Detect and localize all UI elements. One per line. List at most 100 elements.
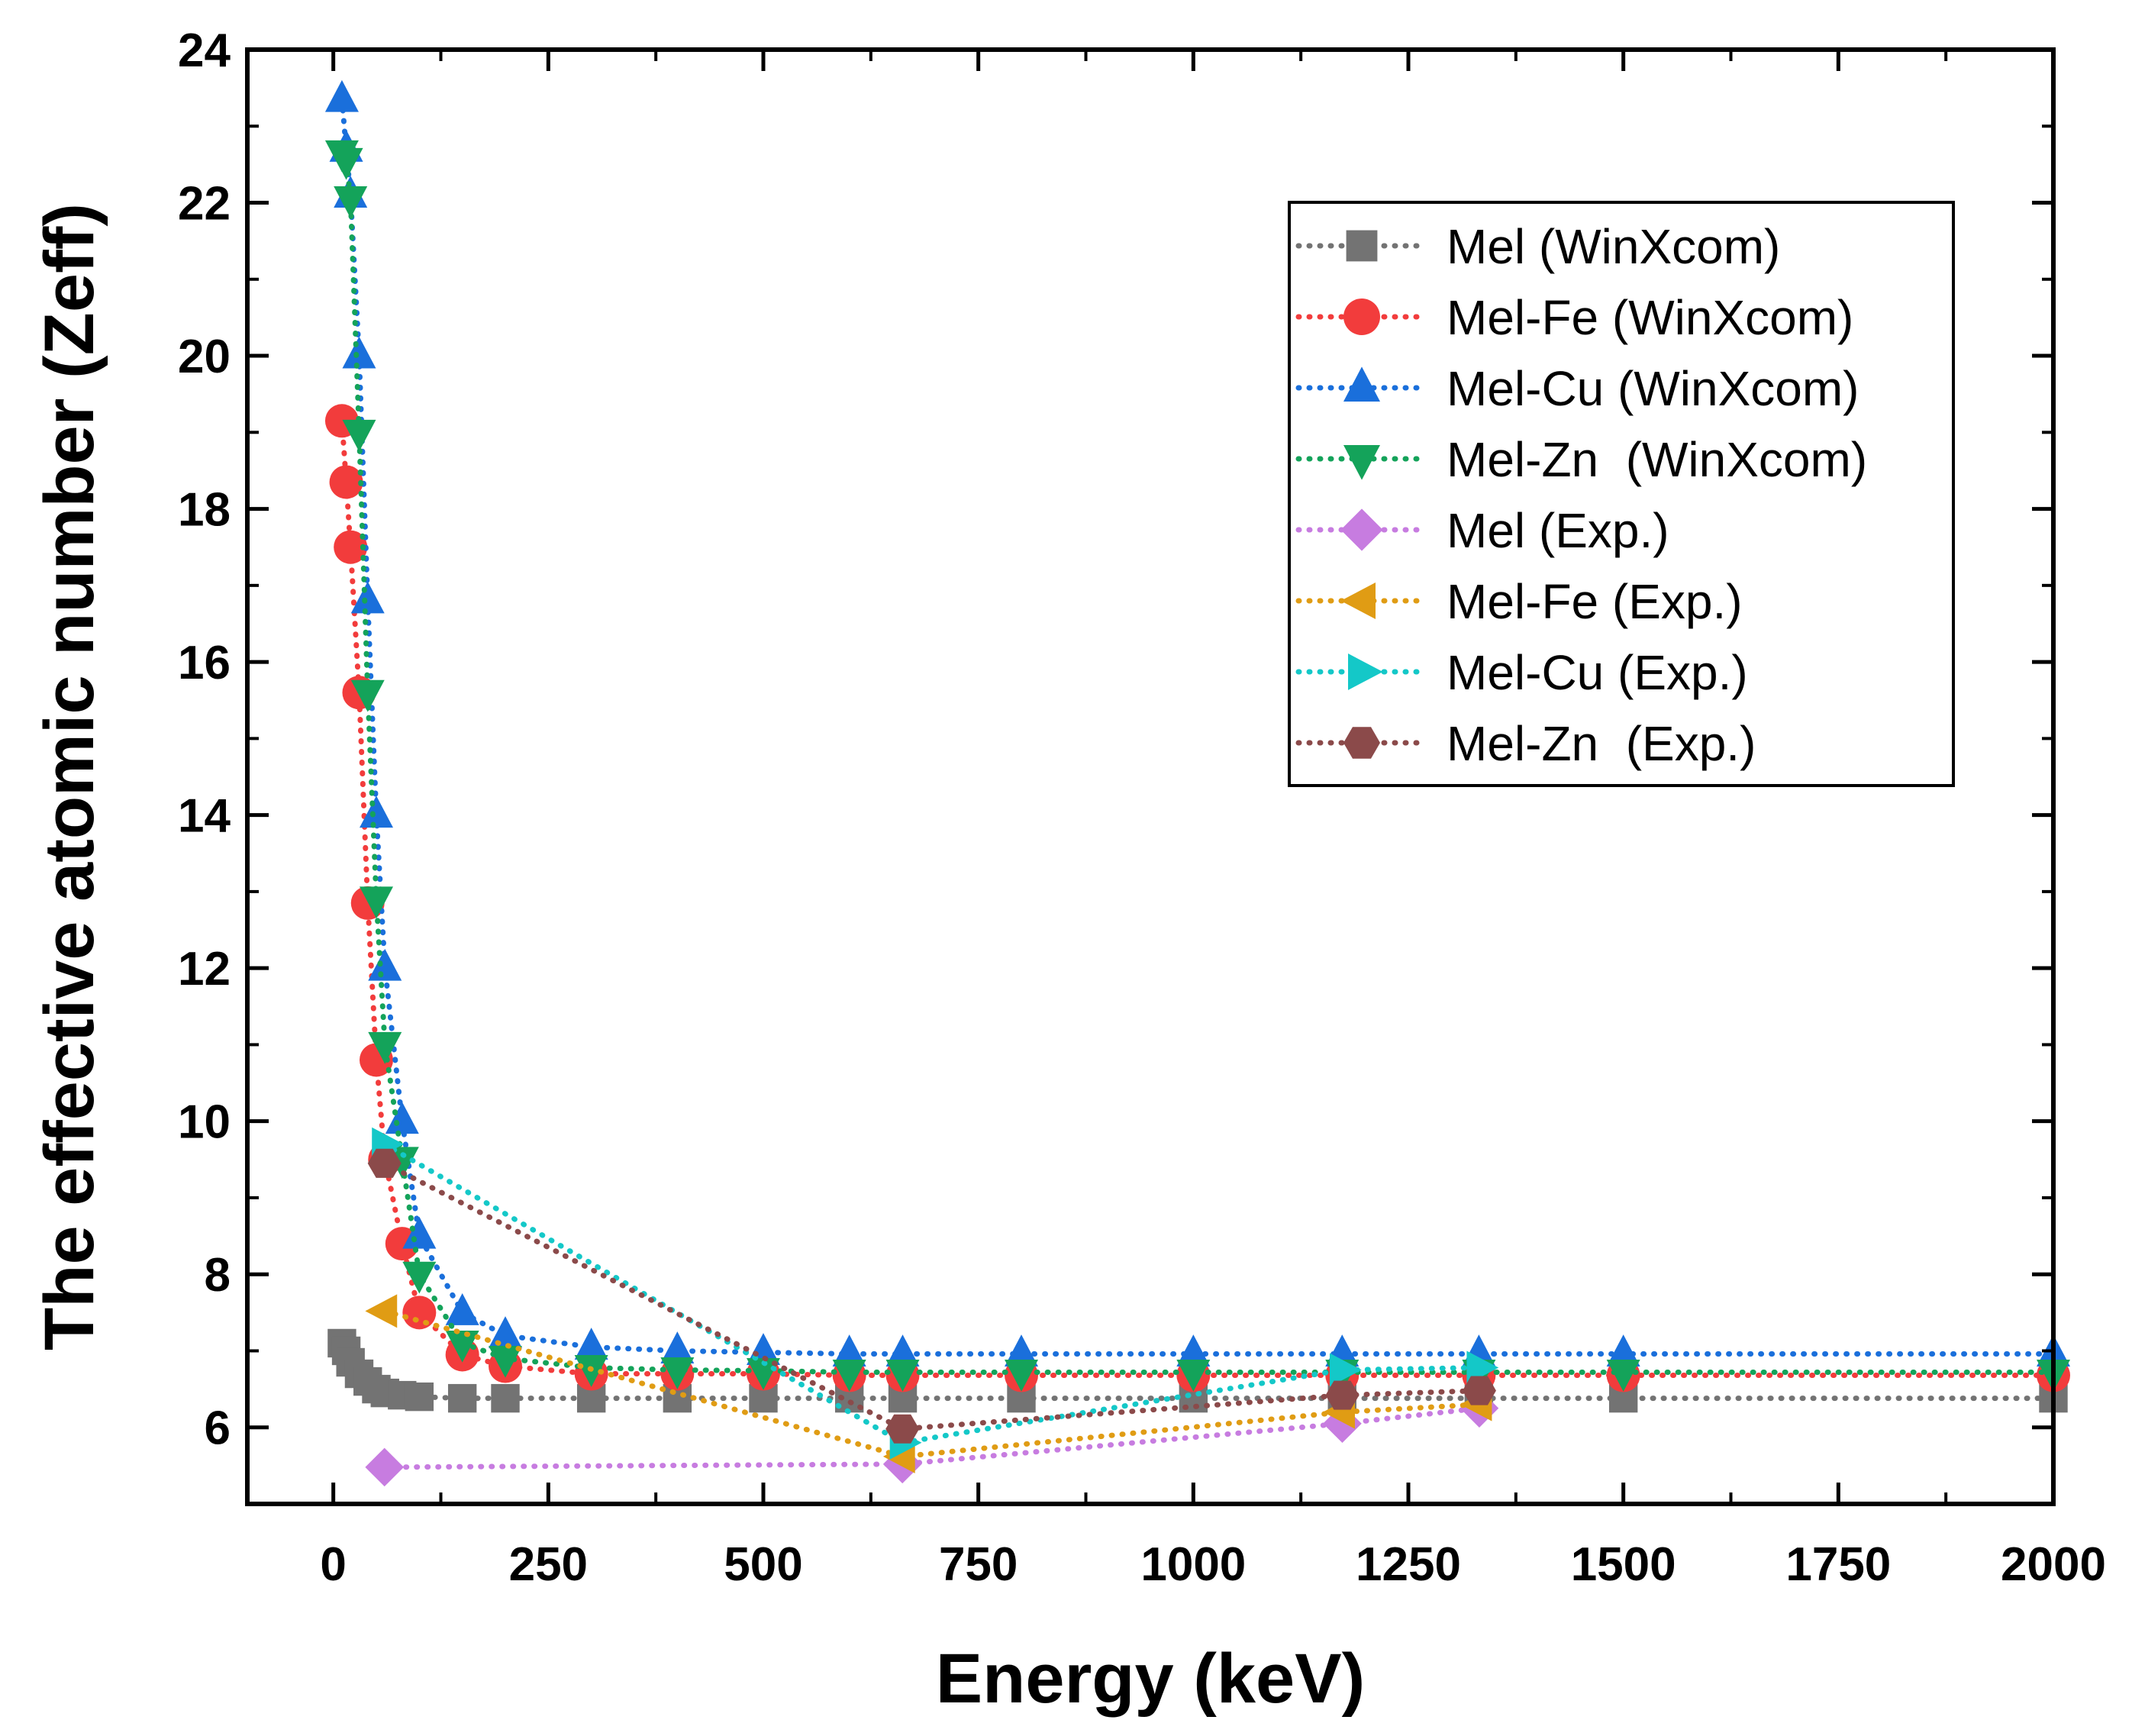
data-point xyxy=(367,1148,402,1178)
legend-marker xyxy=(1343,727,1380,759)
data-point xyxy=(402,1261,437,1294)
data-point xyxy=(447,1383,477,1413)
data-point xyxy=(1325,1380,1360,1410)
data-point xyxy=(445,1293,479,1325)
legend-marker xyxy=(1340,508,1383,551)
legend-label: Mel-Fe (Exp.) xyxy=(1447,574,1743,629)
data-point xyxy=(1005,1360,1038,1392)
x-tick-label: 1500 xyxy=(1571,1538,1676,1591)
y-tick-label: 20 xyxy=(178,331,231,383)
data-point xyxy=(342,336,376,369)
data-point xyxy=(334,530,368,564)
data-point xyxy=(1606,1360,1640,1392)
data-point xyxy=(445,1330,479,1363)
legend-marker xyxy=(1343,445,1380,480)
data-point xyxy=(360,795,393,828)
data-point xyxy=(360,886,393,919)
series-7 xyxy=(367,1148,1496,1444)
data-point xyxy=(747,1358,780,1390)
axis-ticks: 0 250 500 750 1000 1250 1500 1750 2000 6 8 10 12 14 16… xyxy=(178,24,2106,1591)
data-point xyxy=(1606,1334,1640,1367)
data-point xyxy=(489,1346,522,1378)
y-tick-label: 16 xyxy=(178,637,231,689)
data-point xyxy=(324,79,359,112)
data-point xyxy=(885,1360,920,1392)
data-point xyxy=(1176,1334,1211,1367)
data-point xyxy=(832,1334,866,1367)
x-tick-label: 1000 xyxy=(1140,1538,1246,1591)
y-tick-label: 24 xyxy=(178,24,231,77)
data-point xyxy=(405,1382,434,1412)
legend-label: Mel (WinXcom) xyxy=(1447,219,1780,274)
data-point xyxy=(660,1331,695,1363)
legend-label: Mel-Cu (WinXcom) xyxy=(1447,361,1859,416)
legend-item: Mel-Zn (WinXcom) xyxy=(1295,432,1867,487)
y-axis-title: The effective atomic number (Zeff) xyxy=(31,203,108,1350)
x-tick-label: 0 xyxy=(320,1538,346,1591)
data-point xyxy=(1462,1376,1496,1405)
series-line xyxy=(382,1308,1482,1460)
data-point xyxy=(660,1357,695,1389)
legend: Mel (WinXcom) Mel-Fe (WinXcom) Mel-Cu (Win… xyxy=(1288,201,1955,787)
data-point xyxy=(885,1334,920,1367)
data-point xyxy=(334,186,368,218)
data-point xyxy=(368,1031,402,1064)
legend-item: Mel-Cu (WinXcom) xyxy=(1295,361,1859,416)
legend-item: Mel (Exp.) xyxy=(1295,503,1669,558)
data-point xyxy=(1176,1360,1211,1392)
legend-marker xyxy=(1343,366,1380,402)
series-line xyxy=(382,1160,1482,1432)
legend-marker xyxy=(1348,653,1383,690)
data-point xyxy=(832,1360,866,1392)
data-point xyxy=(489,1316,522,1348)
data-point xyxy=(342,419,376,452)
legend-item: Mel-Fe (Exp.) xyxy=(1295,574,1743,629)
legend-item: Mel-Fe (WinXcom) xyxy=(1295,290,1853,345)
data-point xyxy=(365,1294,398,1328)
y-tick-label: 6 xyxy=(205,1402,231,1455)
data-point xyxy=(1329,1353,1362,1387)
legend-label: Mel-Fe (WinXcom) xyxy=(1447,290,1853,345)
series-line xyxy=(382,1405,1482,1470)
y-tick-label: 14 xyxy=(178,790,231,843)
legend-marker xyxy=(1343,298,1380,335)
data-point xyxy=(385,1102,419,1134)
y-tick-label: 18 xyxy=(178,484,231,537)
data-point xyxy=(350,679,385,712)
legend-label: Mel (Exp.) xyxy=(1447,503,1669,558)
data-point xyxy=(885,1414,920,1444)
legend-marker xyxy=(1346,230,1378,262)
data-point xyxy=(329,147,363,180)
legend-box xyxy=(1288,201,1955,787)
data-point xyxy=(402,1216,437,1249)
data-point xyxy=(365,1447,405,1487)
x-tick-label: 2000 xyxy=(2001,1538,2106,1591)
data-point xyxy=(491,1383,520,1413)
x-tick-label: 1750 xyxy=(1785,1538,1891,1591)
x-tick-label: 1250 xyxy=(1356,1538,1461,1591)
data-point xyxy=(368,948,402,981)
data-point xyxy=(329,465,363,499)
x-tick-label: 500 xyxy=(724,1538,802,1591)
y-tick-label: 22 xyxy=(178,178,231,231)
data-point xyxy=(1466,1350,1499,1385)
legend-label: Mel-Zn (WinXcom) xyxy=(1447,432,1867,487)
series-line xyxy=(339,418,2056,1379)
series-line xyxy=(339,150,2056,1376)
legend-item: Mel-Zn (Exp.) xyxy=(1295,716,1756,771)
x-tick-label: 250 xyxy=(509,1538,588,1591)
legend-label: Mel-Cu (Exp.) xyxy=(1447,645,1748,700)
series-line xyxy=(339,96,2056,1357)
legend-marker xyxy=(1340,582,1376,619)
y-tick-label: 12 xyxy=(178,943,231,995)
y-tick-label: 10 xyxy=(178,1096,231,1149)
series-layer xyxy=(324,79,2070,1487)
x-tick-label: 750 xyxy=(939,1538,1018,1591)
data-point xyxy=(1005,1334,1038,1367)
y-tick-label: 8 xyxy=(205,1249,231,1302)
x-axis-title: Energy (keV) xyxy=(936,1640,1365,1718)
data-point xyxy=(402,1296,437,1330)
legend-item: Mel-Cu (Exp.) xyxy=(1295,645,1748,700)
legend-label: Mel-Zn (Exp.) xyxy=(1447,716,1756,771)
